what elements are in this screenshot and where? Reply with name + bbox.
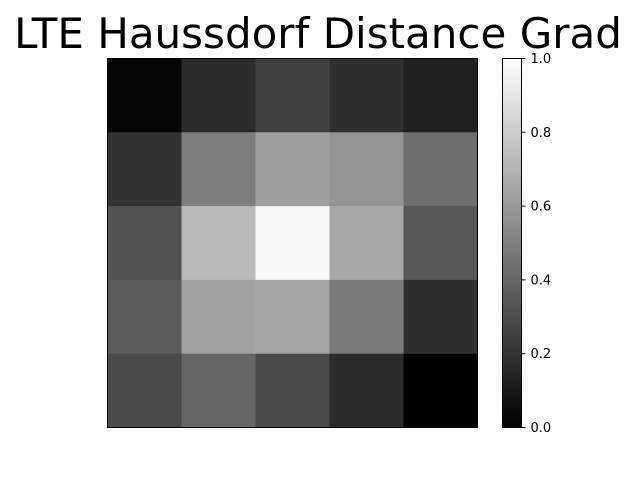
colorbar-tick-label: 0.2	[531, 347, 552, 362]
colorbar-tick-label: 0.0	[531, 421, 552, 436]
heatmap-cell	[403, 206, 478, 281]
heatmap-cell	[403, 58, 478, 133]
heatmap-cell	[107, 353, 182, 428]
chart-title: LTE Haussdorf Distance Grad	[14, 9, 622, 58]
heatmap-cell	[329, 206, 404, 281]
heatmap-cell	[255, 58, 330, 133]
heatmap-cell	[329, 132, 404, 207]
heatmap-cell	[255, 206, 330, 281]
heatmap-cell	[181, 206, 256, 281]
heatmap-cell	[107, 206, 182, 281]
colorbar-ticks: 0.0 0.2 0.4 0.6 0.8 1.0	[521, 52, 552, 436]
heatmap-cells	[107, 58, 478, 428]
colorbar-tick-label: 0.8	[531, 126, 552, 141]
heatmap-cell	[329, 58, 404, 133]
colorbar-tick-label: 1.0	[531, 52, 552, 67]
heatmap-cell	[181, 132, 256, 207]
heatmap-cell	[181, 353, 256, 428]
heatmap-cell	[107, 132, 182, 207]
colorbar-tick-label: 0.4	[531, 273, 552, 288]
colorbar	[502, 58, 522, 428]
heatmap-cell	[403, 132, 478, 207]
heatmap-cell	[181, 279, 256, 355]
heatmap-cell	[403, 353, 478, 428]
heatmap-frame	[107, 58, 478, 428]
heatmap-cell	[107, 279, 182, 355]
heatmap-cell	[329, 279, 404, 355]
heatmap-cell	[255, 279, 330, 355]
heatmap-cell	[181, 58, 256, 133]
heatmap-cell	[403, 279, 478, 355]
heatmap-cell	[255, 132, 330, 207]
heatmap-cell	[329, 353, 404, 428]
heatmap-cell	[107, 58, 182, 133]
colorbar-tick-label: 0.6	[531, 200, 552, 215]
heatmap-cell	[255, 353, 330, 428]
